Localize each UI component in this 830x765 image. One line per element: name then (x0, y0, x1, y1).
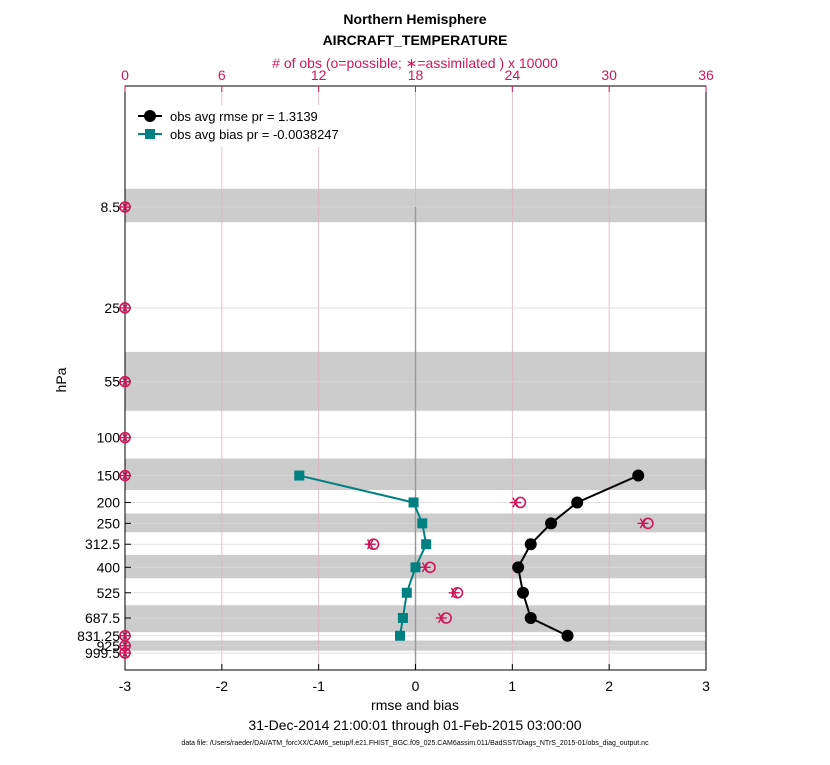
x-tick-label-0: -3 (119, 678, 132, 694)
y-tick-label-0: 8.5 (101, 199, 121, 215)
chart-title-line1: Northern Hemisphere (343, 11, 486, 27)
legend-rmse-label: obs avg rmse pr = 1.3139 (170, 109, 318, 124)
y-tick-label-11: 831.25 (77, 628, 120, 644)
x-tick-label-1: -2 (216, 678, 229, 694)
legend: obs avg rmse pr = 1.3139 obs avg bias pr… (130, 105, 380, 147)
rmse-point-5 (516, 586, 529, 599)
y-tick-label-2: 55 (104, 374, 120, 390)
x-tick-label-2: -1 (312, 678, 325, 694)
legend-rmse-marker (144, 110, 156, 122)
x-tick-label-6: 3 (702, 678, 710, 694)
bias-point-0 (294, 470, 305, 481)
obs-assimilated-marker-8 (419, 562, 431, 573)
x-axis-label: rmse and bias (371, 697, 459, 713)
rmse-point-6 (524, 611, 537, 624)
bias-point-3 (421, 539, 432, 550)
y-tick-label-9: 525 (97, 585, 121, 601)
data-file-note: data file: /Users/raeder/DAI/ATM_forcXX/… (181, 740, 649, 747)
series-layer (294, 469, 645, 642)
y-tick-label-4: 150 (97, 468, 121, 484)
y-tick-label-3: 100 (97, 430, 121, 446)
x-tick-label-4: 1 (508, 678, 516, 694)
legend-bias-label: obs avg bias pr = -0.0038247 (170, 127, 339, 142)
x-tick-label-5: 2 (605, 678, 613, 694)
y-tick-label-13: 999.5 (85, 645, 120, 661)
top-tick-label-4: 24 (505, 67, 521, 83)
rmse-point-1 (571, 496, 584, 509)
obs-assimilated-marker-11 (119, 630, 131, 641)
bias-point-7 (395, 630, 406, 641)
bias-point-4 (410, 562, 421, 573)
obs-assimilated-marker-2 (119, 376, 131, 387)
bias-point-5 (401, 587, 412, 598)
chart-title-line2: AIRCRAFT_TEMPERATURE (323, 32, 508, 48)
rmse-point-2 (545, 517, 558, 530)
y-tick-label-6: 250 (97, 515, 121, 531)
top-tick-label-3: 18 (408, 67, 424, 83)
date-range-label: 31-Dec-2014 21:00:01 through 01-Feb-2015… (248, 717, 581, 733)
legend-bias-marker (145, 129, 155, 139)
rmse-point-3 (524, 538, 537, 551)
top-tick-label-5: 30 (601, 67, 617, 83)
obs-assimilated-marker-9 (448, 587, 460, 598)
top-tick-label-6: 36 (698, 67, 714, 83)
y-tick-label-10: 687.5 (85, 610, 120, 626)
y-tick-label-1: 25 (104, 300, 120, 316)
top-tick-label-2: 12 (311, 67, 327, 83)
top-axis-label: # of obs (o=possible; ∗=assimilated ) x … (272, 55, 558, 71)
obs-assimilated-marker-7 (364, 539, 376, 550)
bias-point-6 (397, 612, 408, 623)
bottom-axis: -3 -2 -1 0 1 2 3 (119, 664, 710, 694)
obs-assimilated-marker-3 (119, 432, 131, 443)
obs-assimilated-marker-1 (119, 302, 131, 314)
obs-count-markers (119, 201, 654, 659)
y-tick-label-7: 312.5 (85, 536, 120, 552)
top-tick-label-0: 0 (121, 67, 129, 83)
y-tick-label-12: 925 (97, 638, 121, 654)
top-axis: 0 6 12 18 24 30 36 (121, 67, 714, 92)
obs-assimilated-marker-13 (119, 647, 131, 659)
top-tick-label-1: 6 (218, 67, 226, 83)
y-tick-label-8: 400 (97, 559, 121, 575)
obs-assimilated-marker-6 (637, 518, 649, 529)
rmse-point-0 (632, 469, 645, 482)
obs-assimilated-marker-10 (435, 612, 447, 624)
obs-assimilated-marker-5 (510, 497, 522, 508)
bias-point-1 (408, 497, 419, 508)
y-tick-label-5: 200 (97, 494, 121, 510)
x-tick-label-3: 0 (412, 678, 420, 694)
rmse-point-4 (512, 561, 525, 574)
rmse-point-7 (561, 629, 574, 642)
left-axis: 8.5 25 55 100 150 200 250 312.5 400 525 687.5 831.2… (77, 199, 131, 661)
bias-point-2 (417, 518, 428, 529)
obs-assimilated-marker-0 (119, 201, 131, 213)
obs-assimilated-marker-4 (119, 470, 131, 481)
legend-box (130, 105, 380, 147)
y-axis-label: hPa (53, 367, 69, 392)
